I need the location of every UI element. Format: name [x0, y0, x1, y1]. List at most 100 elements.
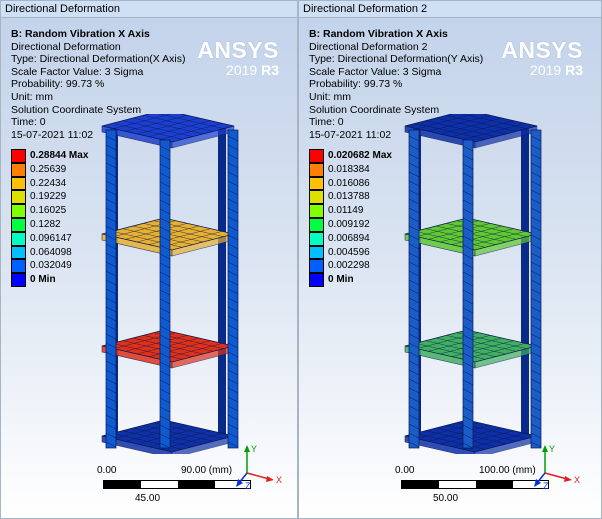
- legend-swatch: [11, 162, 26, 177]
- info-line: Unit: mm: [11, 90, 53, 103]
- result-pane-x: Directional Deformation B: Random Vibrat…: [0, 0, 298, 519]
- legend-label: 0.002298: [328, 260, 370, 272]
- shelf-plate: [404, 114, 538, 149]
- scale-start: 0.00: [97, 465, 117, 476]
- legend-label: 0.16025: [30, 205, 67, 217]
- legend-swatch: [11, 273, 26, 287]
- structure-model[interactable]: [96, 114, 246, 454]
- info-line: Probability: 99.73 %: [11, 78, 105, 91]
- scale-mid: 45.00: [135, 493, 161, 504]
- legend-swatch: [309, 162, 324, 177]
- legend-label: 0.096147: [30, 232, 72, 244]
- legend-swatch: [11, 231, 26, 246]
- info-line: 15-07-2021 11:02: [11, 128, 94, 141]
- legend-label: 0.01149: [328, 205, 364, 217]
- legend-swatch: [11, 245, 26, 260]
- shelf-plate: [101, 114, 235, 149]
- legend-label: 0.22434: [30, 177, 67, 189]
- logo-brand: ANSYS: [501, 37, 583, 63]
- logo-version: 2019: [530, 62, 562, 78]
- scale-bar: [401, 480, 549, 489]
- axis-z-label: Z: [543, 481, 549, 491]
- legend-swatch: [11, 190, 26, 205]
- axis-y-label: Y: [251, 444, 257, 454]
- info-line: Scale Factor Value: 3 Sigma: [309, 65, 442, 78]
- structure-model[interactable]: [399, 114, 549, 454]
- legend-swatch: [309, 190, 324, 205]
- scale-mid: 50.00: [433, 493, 459, 504]
- scale-end: 90.00 (mm): [181, 465, 233, 476]
- logo-release: R3: [565, 62, 583, 78]
- legend-label: 0.020682 Max: [328, 150, 392, 161]
- axis-triad[interactable]: Y X Z: [233, 443, 285, 491]
- legend-label: 0.006894: [328, 232, 370, 244]
- axis-triad[interactable]: Y X Z: [531, 443, 583, 491]
- legend-swatch: [309, 149, 324, 163]
- axis-x-label: X: [276, 475, 282, 485]
- legend-label: 0.28844 Max: [30, 150, 89, 161]
- legend-label: 0.064098: [30, 246, 72, 258]
- legend-swatch: [309, 231, 324, 246]
- legend-label: 0.016086: [328, 177, 370, 189]
- legend-swatch: [309, 273, 324, 287]
- ansys-logo: ANSYS 2019 R3: [501, 38, 583, 78]
- info-line: Directional Deformation 2: [309, 40, 428, 53]
- frame-post: [227, 129, 239, 449]
- ansys-logo: ANSYS 2019 R3: [197, 38, 279, 78]
- legend-label: 0 Min: [328, 274, 354, 286]
- legend-swatch: [309, 259, 324, 274]
- legend-swatch: [309, 176, 324, 191]
- legend-label: 0.018384: [328, 163, 370, 175]
- legend-label: 0.19229: [30, 191, 67, 203]
- axis-x-label: X: [574, 475, 580, 485]
- result-pane-y: Directional Deformation 2 B: Random Vibr…: [298, 0, 602, 519]
- info-line: Directional Deformation: [11, 40, 121, 53]
- frame-post: [105, 129, 117, 449]
- logo-brand: ANSYS: [197, 37, 279, 63]
- pane-title: Directional Deformation 2: [299, 1, 601, 18]
- frame-post: [408, 129, 420, 449]
- frame-post: [530, 129, 542, 449]
- info-line: Type: Directional Deformation(X Axis): [11, 53, 186, 66]
- axis-z-label: Z: [245, 481, 251, 491]
- info-line: Solution Coordinate System: [309, 103, 440, 116]
- info-line: 15-07-2021 11:02: [309, 128, 392, 141]
- info-line: Unit: mm: [309, 90, 351, 103]
- analysis-heading: B: Random Vibration X Axis: [11, 28, 150, 40]
- legend-swatch: [11, 259, 26, 274]
- legend-label: 0.004596: [328, 246, 370, 258]
- frame-post: [462, 139, 474, 449]
- logo-version: 2019: [226, 62, 258, 78]
- legend-label: 0 Min: [30, 274, 56, 286]
- info-line: Time: 0: [11, 116, 46, 129]
- info-line: Solution Coordinate System: [11, 103, 142, 116]
- graphics-viewport[interactable]: B: Random Vibration X Axis Directional D…: [1, 18, 297, 518]
- scale-ruler: 0.00 90.00 (mm) 45.00: [97, 465, 287, 510]
- scale-ruler: 0.00 100.00 (mm) 50.00: [395, 465, 585, 510]
- scale-bar: [103, 480, 251, 489]
- legend-swatch: [309, 217, 324, 232]
- legend-label: 0.1282: [30, 218, 61, 230]
- axis-y-label: Y: [549, 444, 555, 454]
- info-line: Time: 0: [309, 116, 344, 129]
- info-line: Type: Directional Deformation(Y Axis): [309, 53, 484, 66]
- legend-label: 0.009192: [328, 218, 370, 230]
- legend-label: 0.032049: [30, 260, 72, 272]
- legend-swatch: [11, 204, 26, 218]
- frame-post: [159, 139, 171, 449]
- legend-swatch: [309, 245, 324, 260]
- info-line: Scale Factor Value: 3 Sigma: [11, 65, 144, 78]
- legend-swatch: [11, 217, 26, 232]
- legend-swatch: [11, 149, 26, 163]
- scale-start: 0.00: [395, 465, 415, 476]
- legend-swatch: [11, 176, 26, 191]
- scale-end: 100.00 (mm): [479, 465, 536, 476]
- graphics-viewport[interactable]: B: Random Vibration X Axis Directional D…: [299, 18, 601, 518]
- logo-release: R3: [261, 62, 279, 78]
- legend-swatch: [309, 204, 324, 218]
- pane-title: Directional Deformation: [1, 1, 297, 18]
- info-line: Probability: 99.73 %: [309, 78, 403, 91]
- legend-label: 0.013788: [328, 191, 370, 203]
- result-info: B: Random Vibration X Axis Directional D…: [11, 28, 185, 141]
- legend-label: 0.25639: [30, 163, 67, 175]
